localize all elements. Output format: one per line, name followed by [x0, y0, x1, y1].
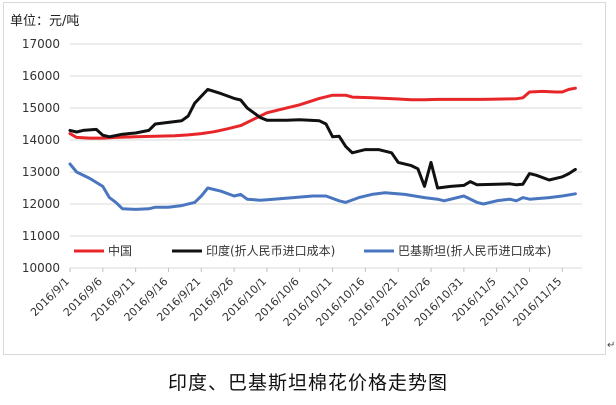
series-lines	[68, 86, 577, 211]
y-tick-label: 13000	[22, 165, 60, 179]
paragraph-mark: ↵	[607, 340, 616, 351]
series-line-2	[68, 162, 577, 211]
chart-frame	[3, 2, 606, 355]
y-tick-label: 15000	[22, 101, 60, 115]
y-tick-label: 17000	[22, 37, 60, 51]
y-axis-tick-labels: 10000 11000 12000 13000 14000 15000 16000 17000	[22, 37, 60, 275]
unit-label: 单位：元/吨	[10, 14, 79, 29]
series-line-0	[68, 86, 577, 140]
legend-label-0: 中国	[108, 243, 132, 258]
y-tick-label: 11000	[22, 229, 60, 243]
chart-caption: 印度、巴基斯坦棉花价格走势图	[0, 368, 616, 395]
y-tick-label: 12000	[22, 197, 60, 211]
gridlines	[70, 43, 582, 269]
legend-label-2: 巴基斯坦(折人民币进口成本)	[398, 243, 551, 258]
y-tick-label: 14000	[22, 133, 60, 147]
series-line-1	[68, 87, 577, 190]
legend: 中国 印度(折人民币进口成本) 巴基斯坦(折人民币进口成本)	[74, 243, 551, 258]
line-chart: 单位：元/吨 10000 11000 12000 13000 14000 15000 160…	[10, 14, 582, 329]
legend-label-1: 印度(折人民币进口成本)	[206, 243, 335, 258]
x-axis-tick-labels: 2016/9/12016/9/62016/9/112016/9/162016/9…	[28, 268, 564, 329]
y-tick-label: 10000	[22, 261, 60, 275]
y-tick-label: 16000	[22, 69, 60, 83]
caption-text: 印度、巴基斯坦棉花价格走势图	[167, 372, 448, 394]
